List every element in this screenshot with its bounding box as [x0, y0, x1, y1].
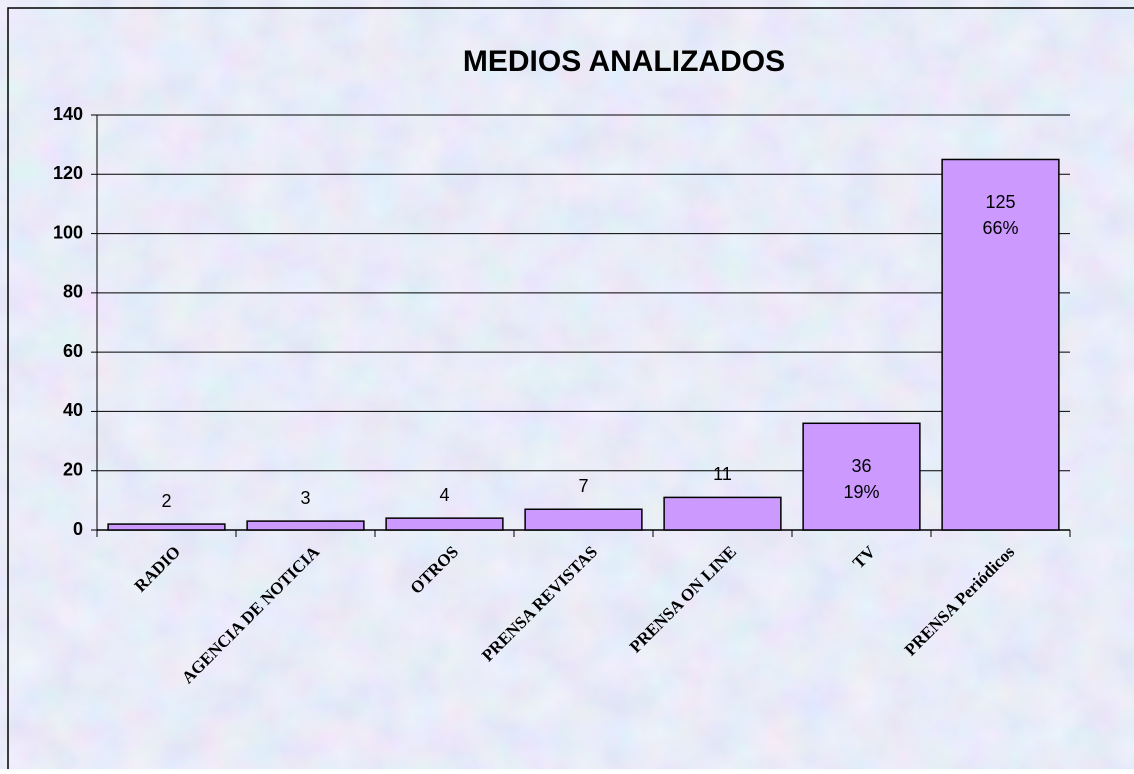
y-tick-label: 80 — [63, 282, 83, 302]
y-tick-label: 20 — [63, 459, 83, 479]
data-label: 11 — [713, 464, 732, 484]
bar — [941, 158, 1060, 531]
chart-title: MEDIOS ANALIZADOS — [463, 45, 785, 78]
bar — [385, 517, 504, 531]
data-label: 66% — [982, 218, 1018, 238]
bar — [107, 523, 226, 531]
bar — [246, 520, 365, 531]
data-label: 4 — [439, 485, 449, 505]
bar — [524, 508, 643, 531]
y-tick-label: 0 — [73, 519, 83, 539]
data-label: 36 — [851, 456, 871, 476]
bar — [663, 496, 782, 531]
y-tick-label: 120 — [53, 163, 83, 183]
frame — [7, 7, 1134, 769]
data-label: 2 — [161, 491, 171, 511]
data-label: 19% — [843, 482, 879, 502]
data-label: 125 — [985, 192, 1015, 212]
y-tick-label: 140 — [53, 104, 83, 124]
y-tick-label: 60 — [63, 341, 83, 361]
data-label: 3 — [300, 488, 310, 508]
y-tick-label: 40 — [63, 400, 83, 420]
data-label: 7 — [578, 476, 588, 496]
y-tick-label: 100 — [53, 222, 83, 242]
bar — [802, 422, 921, 531]
